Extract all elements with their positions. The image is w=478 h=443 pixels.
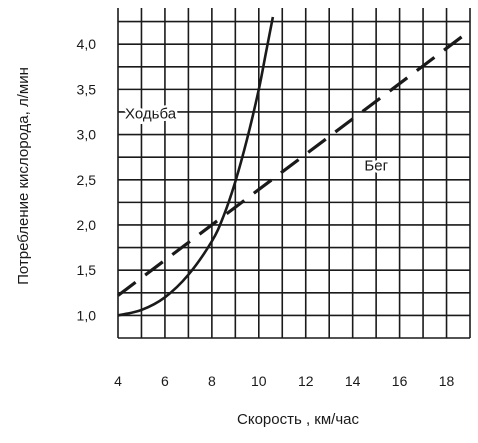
x-tick-label: 4 <box>114 373 122 389</box>
y-tick-label: 3,5 <box>77 81 97 97</box>
x-tick-label: 8 <box>208 373 216 389</box>
series-line-walk <box>117 16 275 317</box>
y-tick-label: 4,0 <box>77 36 97 52</box>
x-tick-label: 14 <box>345 373 361 389</box>
series-label-run: Бег <box>364 158 388 175</box>
y-tick-label: 3,0 <box>77 127 97 143</box>
x-tick-label: 18 <box>439 373 455 389</box>
annotations: Ходьба Бег <box>123 103 392 177</box>
y-tick-label: 2,5 <box>77 172 97 188</box>
grid <box>117 8 471 339</box>
x-tick-label: 16 <box>392 373 408 389</box>
x-tick-label: 10 <box>251 373 267 389</box>
y-tick-label: 2,0 <box>77 217 97 233</box>
y-tick-label: 1,5 <box>77 262 97 278</box>
series-label-walk: Ходьба <box>125 105 177 122</box>
tick-labels: 4 6 8 10 12 14 16 18 1,0 1,5 2,0 2,5 3,0 3,5 4,0 <box>77 36 455 389</box>
x-axis-title: Скорость , км/час <box>237 411 359 428</box>
y-tick-label: 1,0 <box>77 307 97 323</box>
x-tick-label: 12 <box>298 373 314 389</box>
series-line-run <box>117 29 471 297</box>
y-axis-title: Потребление кислорода, л/мин <box>15 67 32 285</box>
x-tick-label: 6 <box>161 373 169 389</box>
series-layer <box>117 16 471 317</box>
